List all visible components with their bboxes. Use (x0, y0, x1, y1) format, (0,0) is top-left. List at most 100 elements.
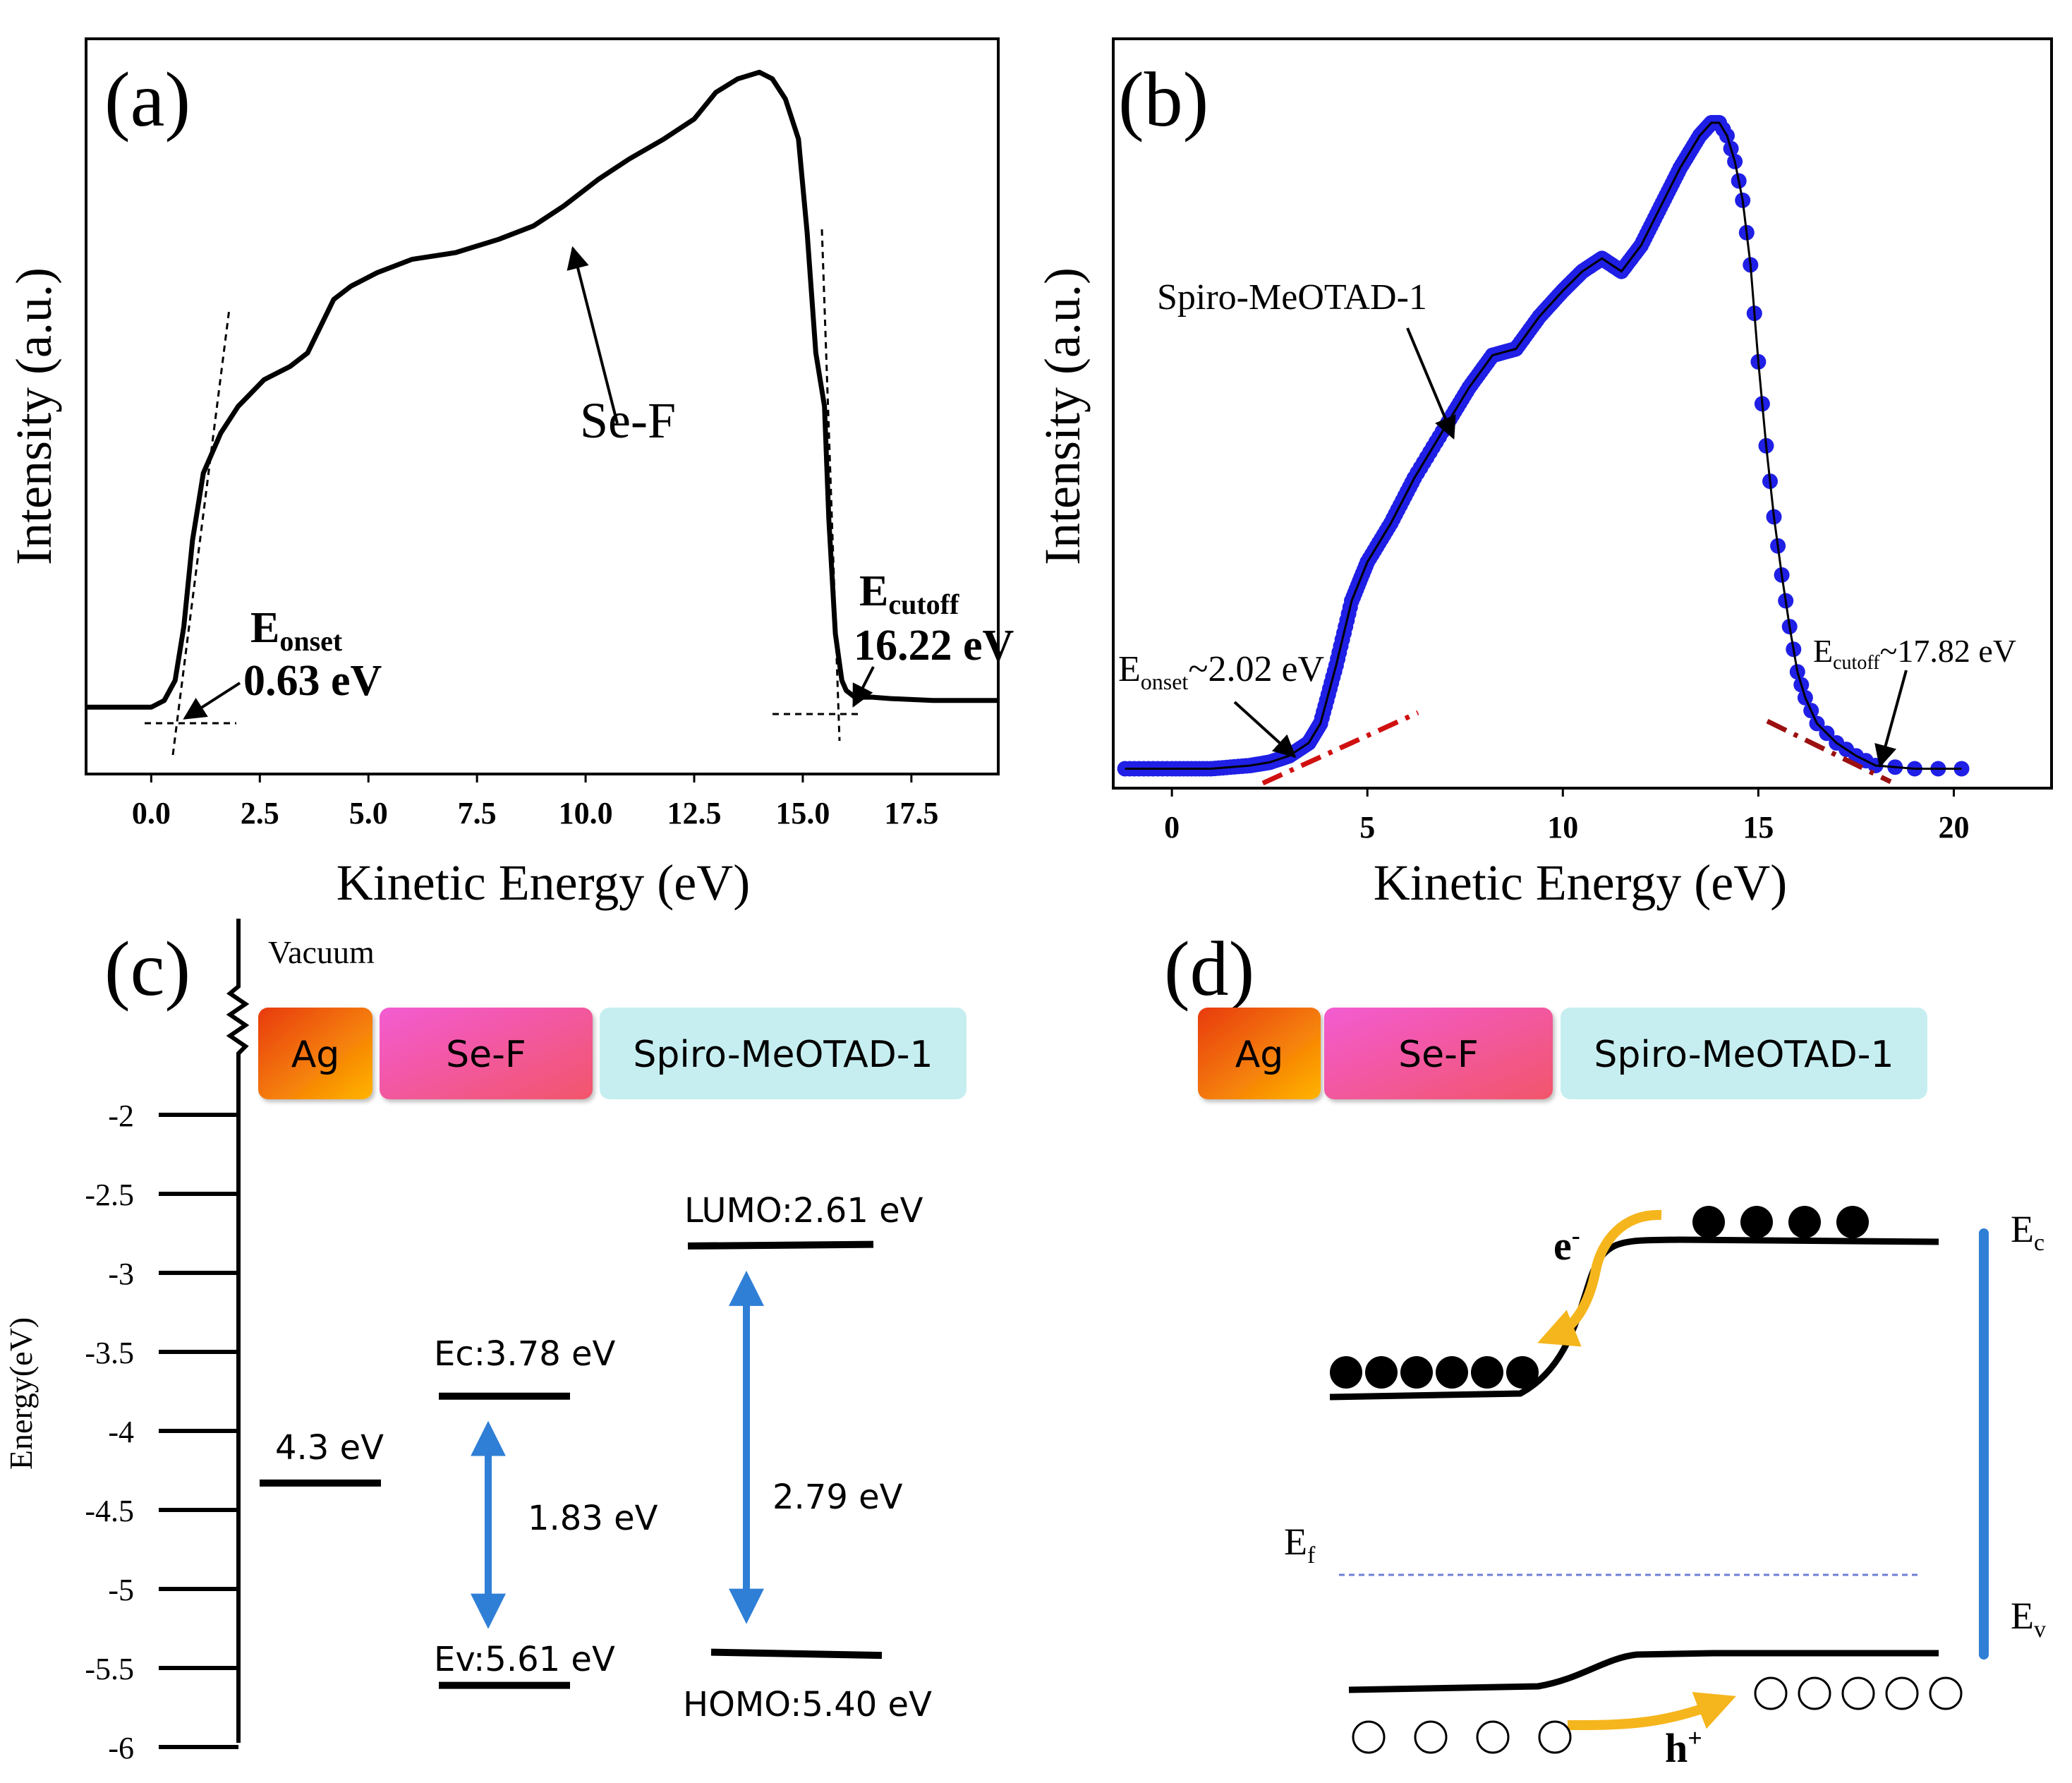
panel-a-x-tick-label: 5.0 (349, 796, 388, 830)
panel-b-x-tick-label: 0 (1164, 810, 1180, 845)
panel-a-x-tick-label: 0.0 (132, 796, 171, 830)
panel-c-y-tick-label: -2.5 (85, 1178, 134, 1212)
panel-d-se-f-label: Se-F (1398, 1034, 1479, 1076)
panel-c-y-axis: -2 -2.5 -3 -3.5 -4 -4.5 -5 -5.5 -6 (85, 1099, 238, 1765)
panel-d-hole (1929, 1676, 1963, 1710)
panel-c-vacuum-label: Vacuum (268, 934, 375, 970)
panel-d-electron (1365, 1356, 1398, 1389)
panel-c-y-axis-line (226, 919, 250, 1743)
panel-d-ag-label: Ag (1235, 1034, 1284, 1076)
panel-a-onset-value: 0.63 eV (243, 657, 382, 705)
panel-c-y-axis-label: Energy(eV) (3, 1317, 39, 1470)
panel-c-ag-level-label: 4.3 eV (275, 1428, 384, 1468)
panel-a-x-tick-label: 17.5 (884, 796, 938, 830)
panel-b-cutoff-arrow (1874, 670, 1908, 768)
panel-c-spiro-box (600, 1008, 967, 1099)
panel-d-electron-label: e- (1553, 1221, 1580, 1269)
panel-c-y-tick-label: -4.5 (85, 1494, 134, 1528)
panel-a-cutoff-label: Ecutoff (859, 567, 959, 620)
panel-c-homo-level (710, 1648, 883, 1660)
panel-c-spiro-label: Spiro-MeOTAD-1 (633, 1034, 933, 1076)
panel-d-hole (1414, 1720, 1448, 1754)
panel-a-series-label: Se-F (580, 392, 676, 449)
panel-b-x-tick-label: 10 (1547, 810, 1578, 845)
panel-b-series-label: Spiro-MeOTAD-1 (1157, 277, 1427, 318)
panel-b-series-arrow (1406, 327, 1456, 440)
panel-c-se-f-gap-label: 1.83 eV (528, 1499, 658, 1538)
panel-b-onset-fit-line (1261, 710, 1419, 786)
panel-a-x-tick-label: 7.5 (458, 796, 497, 830)
panel-d-electron (1330, 1356, 1362, 1389)
panel-d-hole (1841, 1676, 1875, 1710)
panel-a-cutoff-arrow (852, 666, 875, 708)
panel-c-y-tick-label: -3 (108, 1257, 134, 1291)
panel-d-ev-label: Ev (2011, 1595, 2046, 1643)
panel-b: (b) 0 5 10 15 20 Kinetic Energy (eV) Intensi… (1034, 37, 2053, 911)
panel-c-y-tick-label: -5 (108, 1573, 134, 1607)
panel-d-ec-label: Ec (2011, 1208, 2044, 1256)
panel-c-y-tick-label: -2 (108, 1099, 134, 1133)
panel-d-electron (1400, 1356, 1433, 1389)
panel-d-hole-label: h+ (1665, 1724, 1702, 1771)
panel-a-cutoff-value: 16.22 eV (854, 622, 1014, 670)
panel-a-x-tick-label: 10.0 (559, 796, 613, 830)
panel-b-series-line (1125, 121, 1962, 770)
panel-d-hole (1476, 1720, 1510, 1754)
panel-d: (d) Ag Se-F Spiro-MeOTAD-1 Ec Ev Ef e- h… (1164, 926, 2046, 1771)
panel-a-label: (a) (104, 56, 190, 143)
panel-b-x-axis-label: Kinetic Energy (eV) (1374, 854, 1787, 911)
panel-d-se-f-box (1324, 1008, 1553, 1099)
panel-a-se-f-curve (86, 69, 998, 710)
panel-d-hole (1538, 1720, 1572, 1754)
panel-a-onset-arrow (183, 682, 241, 720)
panel-a-frame (85, 37, 1000, 775)
panel-c-y-tick-label: -5.5 (85, 1652, 134, 1686)
panel-b-frame (1112, 37, 2053, 790)
panel-c-y-tick-label: -6 (108, 1731, 134, 1765)
panel-c-se-f-label: Se-F (446, 1034, 526, 1076)
panel-a-onset-label: Eonset (250, 604, 343, 657)
panel-a-x-tick-label: 2.5 (241, 796, 279, 830)
panel-b-onset-label: Eonset~2.02 eV (1118, 649, 1324, 694)
panel-c-se-f-box (380, 1008, 593, 1099)
panel-d-electron (1740, 1206, 1773, 1238)
panel-d-electron (1436, 1356, 1468, 1389)
panel-d-electron (1836, 1206, 1869, 1238)
panel-b-cutoff-label: Ecutoff~17.82 eV (1813, 633, 2016, 674)
panel-d-electron-transfer-arrow (1537, 1209, 1662, 1347)
panel-a: (a) 0.0 2.5 5.0 7.5 10.0 12.5 15.0 17.5 Kinetic… (6, 37, 1014, 911)
panel-a-x-tick-label: 12.5 (667, 796, 722, 830)
panel-d-hole-transfer-arrow (1567, 1692, 1736, 1730)
panel-c-homo-label: HOMO:5.40 eV (683, 1685, 932, 1724)
panel-c-lumo-label: LUMO:2.61 eV (684, 1191, 923, 1231)
panel-b-x-tick-label: 20 (1938, 810, 1969, 845)
panel-a-cutoff-tangent (820, 229, 841, 742)
panel-c-lumo-level (687, 1240, 874, 1250)
panel-b-label: (b) (1118, 56, 1208, 143)
panel-d-ag-box (1198, 1008, 1321, 1099)
panel-d-hole (1798, 1676, 1831, 1710)
panel-d-label: (d) (1164, 926, 1254, 1012)
panel-d-spiro-box (1561, 1008, 1927, 1099)
panel-d-ef-label: Ef (1284, 1521, 1316, 1569)
panel-d-electron (1471, 1356, 1503, 1389)
panel-a-x-axis: 0.0 2.5 5.0 7.5 10.0 12.5 15.0 17.5 (132, 774, 938, 830)
panel-c-y-tick-label: -3.5 (85, 1336, 134, 1370)
panel-a-series-arrow (567, 246, 619, 424)
panel-c-ec-label: Ec:3.78 eV (434, 1334, 616, 1374)
panel-a-y-axis-label: Intensity (a.u.) (6, 267, 62, 565)
panel-b-x-tick-label: 5 (1359, 810, 1375, 845)
panel-d-electron (1788, 1206, 1821, 1238)
panel-c-spiro-gap-label: 2.79 eV (773, 1477, 903, 1517)
panel-b-x-tick-label: 15 (1743, 810, 1774, 845)
panel-a-x-tick-label: 15.0 (775, 796, 830, 830)
panel-d-hole (1885, 1676, 1919, 1710)
panel-c-ev-label: Ev:5.61 eV (434, 1640, 615, 1679)
panel-b-y-axis-label: Intensity (a.u.) (1034, 267, 1091, 565)
panel-a-x-axis-label: Kinetic Energy (eV) (337, 854, 750, 911)
panel-c-ag-box (258, 1008, 372, 1099)
panel-d-electron (1506, 1356, 1539, 1389)
panel-b-x-axis: 0 5 10 15 20 (1164, 788, 1969, 845)
panel-b-onset-arrow (1233, 701, 1297, 758)
panel-d-hole (1754, 1676, 1788, 1710)
